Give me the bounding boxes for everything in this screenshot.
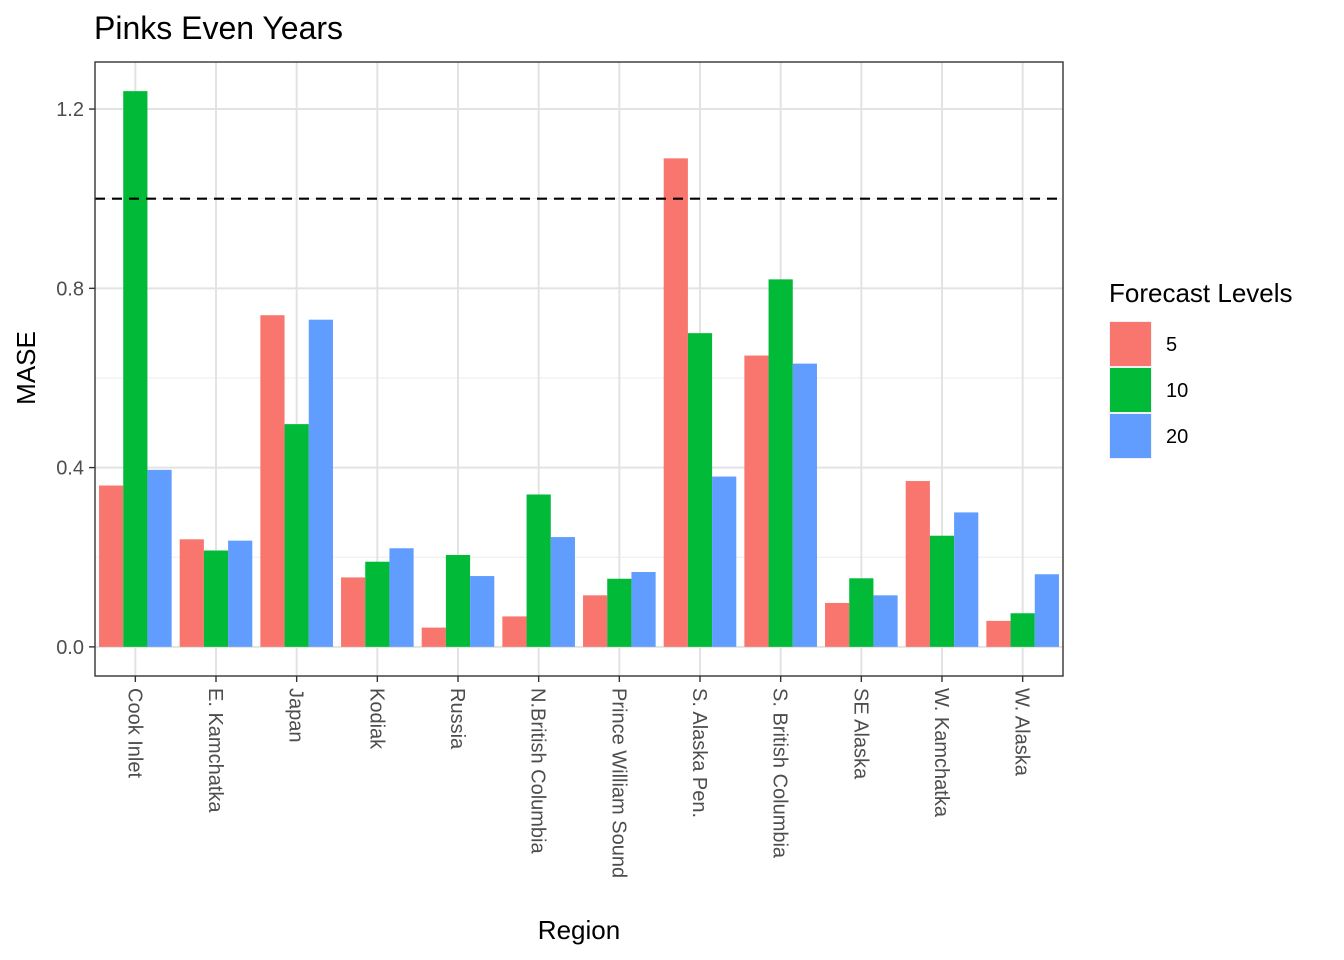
bar-w-alaska-level-20 (1034, 574, 1059, 647)
x-tick-label-s-alaska-pen: S. Alaska Pen. (688, 688, 710, 818)
legend-swatch-10 (1110, 368, 1151, 412)
bar-se-alaska-level-10 (849, 578, 874, 647)
bar-w-kamchatka-level-20 (954, 512, 979, 647)
bar-se-alaska-level-20 (873, 595, 898, 647)
legend: Forecast Levels 5 10 20 (1109, 278, 1293, 459)
bar-japan-level-20 (308, 319, 333, 647)
bar-e-kamchatka-level-10 (203, 550, 229, 647)
bar-russia-level-20 (470, 576, 495, 647)
bar-w-kamchatka-level-10 (929, 535, 955, 647)
bar-kodiak-level-10 (365, 561, 390, 647)
legend-label-20: 20 (1166, 426, 1188, 448)
bar-russia-level-5 (421, 627, 446, 647)
legend-title: Forecast Levels (1109, 278, 1293, 308)
legend-swatch-20 (1110, 414, 1151, 458)
x-tick-label-w-alaska: W. Alaska (1011, 688, 1033, 777)
y-tick-label: 1.2 (56, 99, 84, 121)
bar-w-kamchatka-level-5 (905, 481, 930, 647)
x-axis-title: Region (538, 915, 620, 945)
legend-label-5: 5 (1166, 334, 1177, 356)
x-tick-label-japan: Japan (285, 688, 307, 743)
panel-background (95, 62, 1063, 676)
x-tick-label-w-kamchatka: W. Kamchatka (930, 688, 952, 818)
bar-e-kamchatka-level-20 (228, 540, 253, 647)
y-tick-label: 0.0 (56, 637, 84, 659)
x-tick-label-n-british-columbia: N.British Columbia (527, 688, 549, 854)
bar-w-alaska-level-10 (1010, 613, 1035, 647)
x-tick-label-s-british-columbia: S. British Columbia (769, 688, 791, 859)
bar-s-alaska-pen-level-5 (663, 158, 688, 647)
bar-japan-level-10 (284, 424, 309, 647)
x-tick-label-kodiak: Kodiak (365, 688, 387, 750)
bar-kodiak-level-5 (341, 577, 366, 647)
bar-cook-inlet-level-20 (147, 469, 172, 647)
legend-swatch-5 (1110, 322, 1151, 366)
bar-s-british-columbia-level-5 (744, 355, 769, 647)
x-axis: Cook Inlet E. Kamchatka Japan Kodiak Russia N… (123, 676, 1033, 878)
bar-w-alaska-level-5 (986, 620, 1011, 647)
x-tick-label-prince-william-sound: Prince William Sound (607, 688, 629, 878)
bar-prince-william-sound-level-20 (631, 572, 656, 647)
bar-s-alaska-pen-level-10 (687, 333, 713, 647)
x-tick-label-cook-inlet: Cook Inlet (123, 688, 145, 778)
bar-kodiak-level-20 (389, 548, 414, 647)
bar-cook-inlet-level-10 (123, 91, 148, 647)
panel-border (94, 61, 1064, 677)
bar-cook-inlet-level-5 (99, 485, 124, 647)
bar-s-alaska-pen-level-20 (712, 476, 737, 647)
y-axis-title: MASE (11, 331, 41, 405)
bar-s-british-columbia-level-20 (792, 363, 817, 647)
bar-russia-level-10 (445, 554, 471, 647)
legend-label-10: 10 (1166, 380, 1188, 402)
x-tick-label-e-kamchatka: E. Kamchatka (204, 688, 226, 813)
bar-e-kamchatka-level-5 (179, 539, 204, 647)
x-tick-label-russia: Russia (446, 688, 468, 750)
bar-n-british-columbia-level-5 (502, 616, 527, 647)
bar-japan-level-5 (260, 315, 285, 647)
bar-n-british-columbia-level-10 (526, 494, 551, 647)
bar-prince-william-sound-level-10 (607, 578, 632, 647)
y-tick-label: 0.4 (56, 458, 84, 480)
y-tick-label: 0.8 (56, 278, 84, 300)
plot-panel (94, 61, 1064, 677)
bar-prince-william-sound-level-5 (583, 595, 608, 647)
bar-n-british-columbia-level-20 (550, 537, 575, 647)
bar-s-british-columbia-level-10 (768, 279, 793, 647)
y-axis: 0.0 0.4 0.8 1.2 (56, 99, 95, 659)
chart-title: Pinks Even Years (94, 10, 343, 46)
x-tick-label-se-alaska: SE Alaska (849, 688, 871, 780)
bar-se-alaska-level-5 (825, 602, 850, 647)
